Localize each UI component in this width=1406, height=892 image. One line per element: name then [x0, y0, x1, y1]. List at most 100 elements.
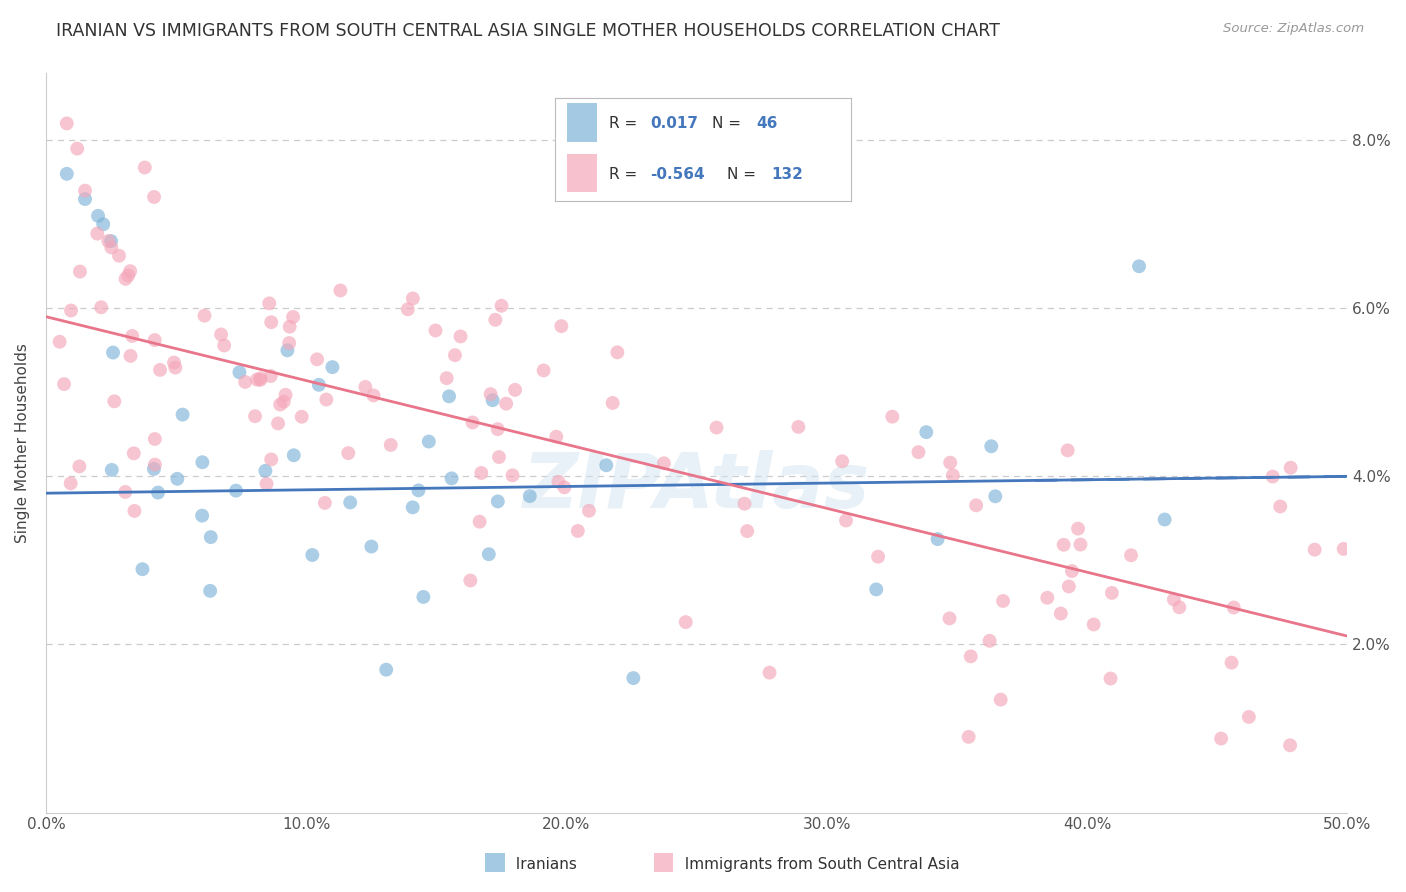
Point: [56, 116, 79, 130]
Point: [546, 430, 568, 444]
Point: [225, 483, 247, 498]
Point: [1261, 469, 1284, 483]
Point: [114, 485, 136, 500]
Point: [90, 300, 112, 314]
Point: [1119, 549, 1142, 563]
Point: [907, 445, 929, 459]
Point: [868, 549, 890, 564]
Point: [257, 296, 280, 310]
Point: [1067, 522, 1090, 536]
Point: [734, 497, 756, 511]
Point: [124, 504, 146, 518]
Point: [533, 363, 555, 377]
Point: [1163, 592, 1185, 607]
Point: [437, 389, 460, 403]
Point: [73, 192, 96, 206]
Point: [1333, 541, 1355, 556]
Point: [488, 450, 510, 464]
Point: [706, 420, 728, 434]
Text: R =: R =: [609, 116, 641, 131]
Point: [122, 446, 145, 460]
Point: [481, 393, 503, 408]
Point: [1060, 564, 1083, 578]
Point: [314, 496, 336, 510]
Point: [59, 476, 82, 491]
Point: [163, 355, 186, 369]
Text: 132: 132: [770, 167, 803, 182]
Point: [758, 665, 780, 680]
Point: [938, 611, 960, 625]
Point: [142, 462, 165, 476]
Point: [965, 499, 987, 513]
Point: [939, 456, 962, 470]
Text: ZIPAtlas: ZIPAtlas: [523, 450, 870, 524]
Point: [915, 425, 938, 439]
Point: [1053, 538, 1076, 552]
Point: [66, 142, 89, 156]
Point: [269, 398, 291, 412]
Text: 46: 46: [756, 116, 778, 131]
Point: [942, 468, 965, 483]
Point: [278, 336, 301, 351]
Point: [360, 540, 382, 554]
Point: [652, 456, 675, 470]
Point: [578, 504, 600, 518]
Point: [1168, 600, 1191, 615]
Point: [146, 485, 169, 500]
Point: [787, 420, 810, 434]
Point: [418, 434, 440, 449]
Point: [315, 392, 337, 407]
Point: [1099, 672, 1122, 686]
Point: [503, 383, 526, 397]
Point: [470, 466, 492, 480]
Point: [193, 309, 215, 323]
Point: [329, 284, 352, 298]
Point: [835, 514, 858, 528]
Point: [100, 234, 122, 248]
Point: [402, 500, 425, 515]
Point: [87, 209, 110, 223]
Point: [979, 633, 1001, 648]
Point: [260, 315, 283, 329]
Point: [108, 249, 131, 263]
Point: [143, 333, 166, 347]
Point: [260, 369, 283, 384]
Point: [1153, 512, 1175, 526]
Point: [53, 377, 76, 392]
Text: IRANIAN VS IMMIGRANTS FROM SOUTH CENTRAL ASIA SINGLE MOTHER HOUSEHOLDS CORRELATI: IRANIAN VS IMMIGRANTS FROM SOUTH CENTRAL…: [56, 22, 1000, 40]
Point: [927, 532, 949, 546]
Point: [337, 446, 360, 460]
Point: [1279, 460, 1302, 475]
Point: [191, 455, 214, 469]
Point: [502, 468, 524, 483]
Point: [209, 327, 232, 342]
Point: [980, 439, 1002, 453]
Point: [460, 574, 482, 588]
Point: [103, 394, 125, 409]
Point: [375, 663, 398, 677]
Point: [436, 371, 458, 385]
Point: [984, 489, 1007, 503]
Point: [321, 360, 343, 375]
Point: [172, 408, 194, 422]
Text: R =: R =: [609, 167, 641, 182]
Point: [254, 464, 277, 478]
Point: [60, 303, 83, 318]
Point: [165, 360, 187, 375]
Point: [957, 730, 980, 744]
Point: [408, 483, 430, 498]
Point: [100, 463, 122, 477]
Point: [134, 161, 156, 175]
Point: [274, 388, 297, 402]
Point: [267, 417, 290, 431]
Point: [831, 454, 853, 468]
Point: [519, 489, 541, 503]
Text: 0.017: 0.017: [650, 116, 697, 131]
Point: [301, 548, 323, 562]
Point: [1222, 600, 1244, 615]
Point: [1056, 443, 1078, 458]
Point: [1036, 591, 1059, 605]
Point: [425, 324, 447, 338]
Point: [675, 615, 697, 629]
Point: [228, 365, 250, 379]
